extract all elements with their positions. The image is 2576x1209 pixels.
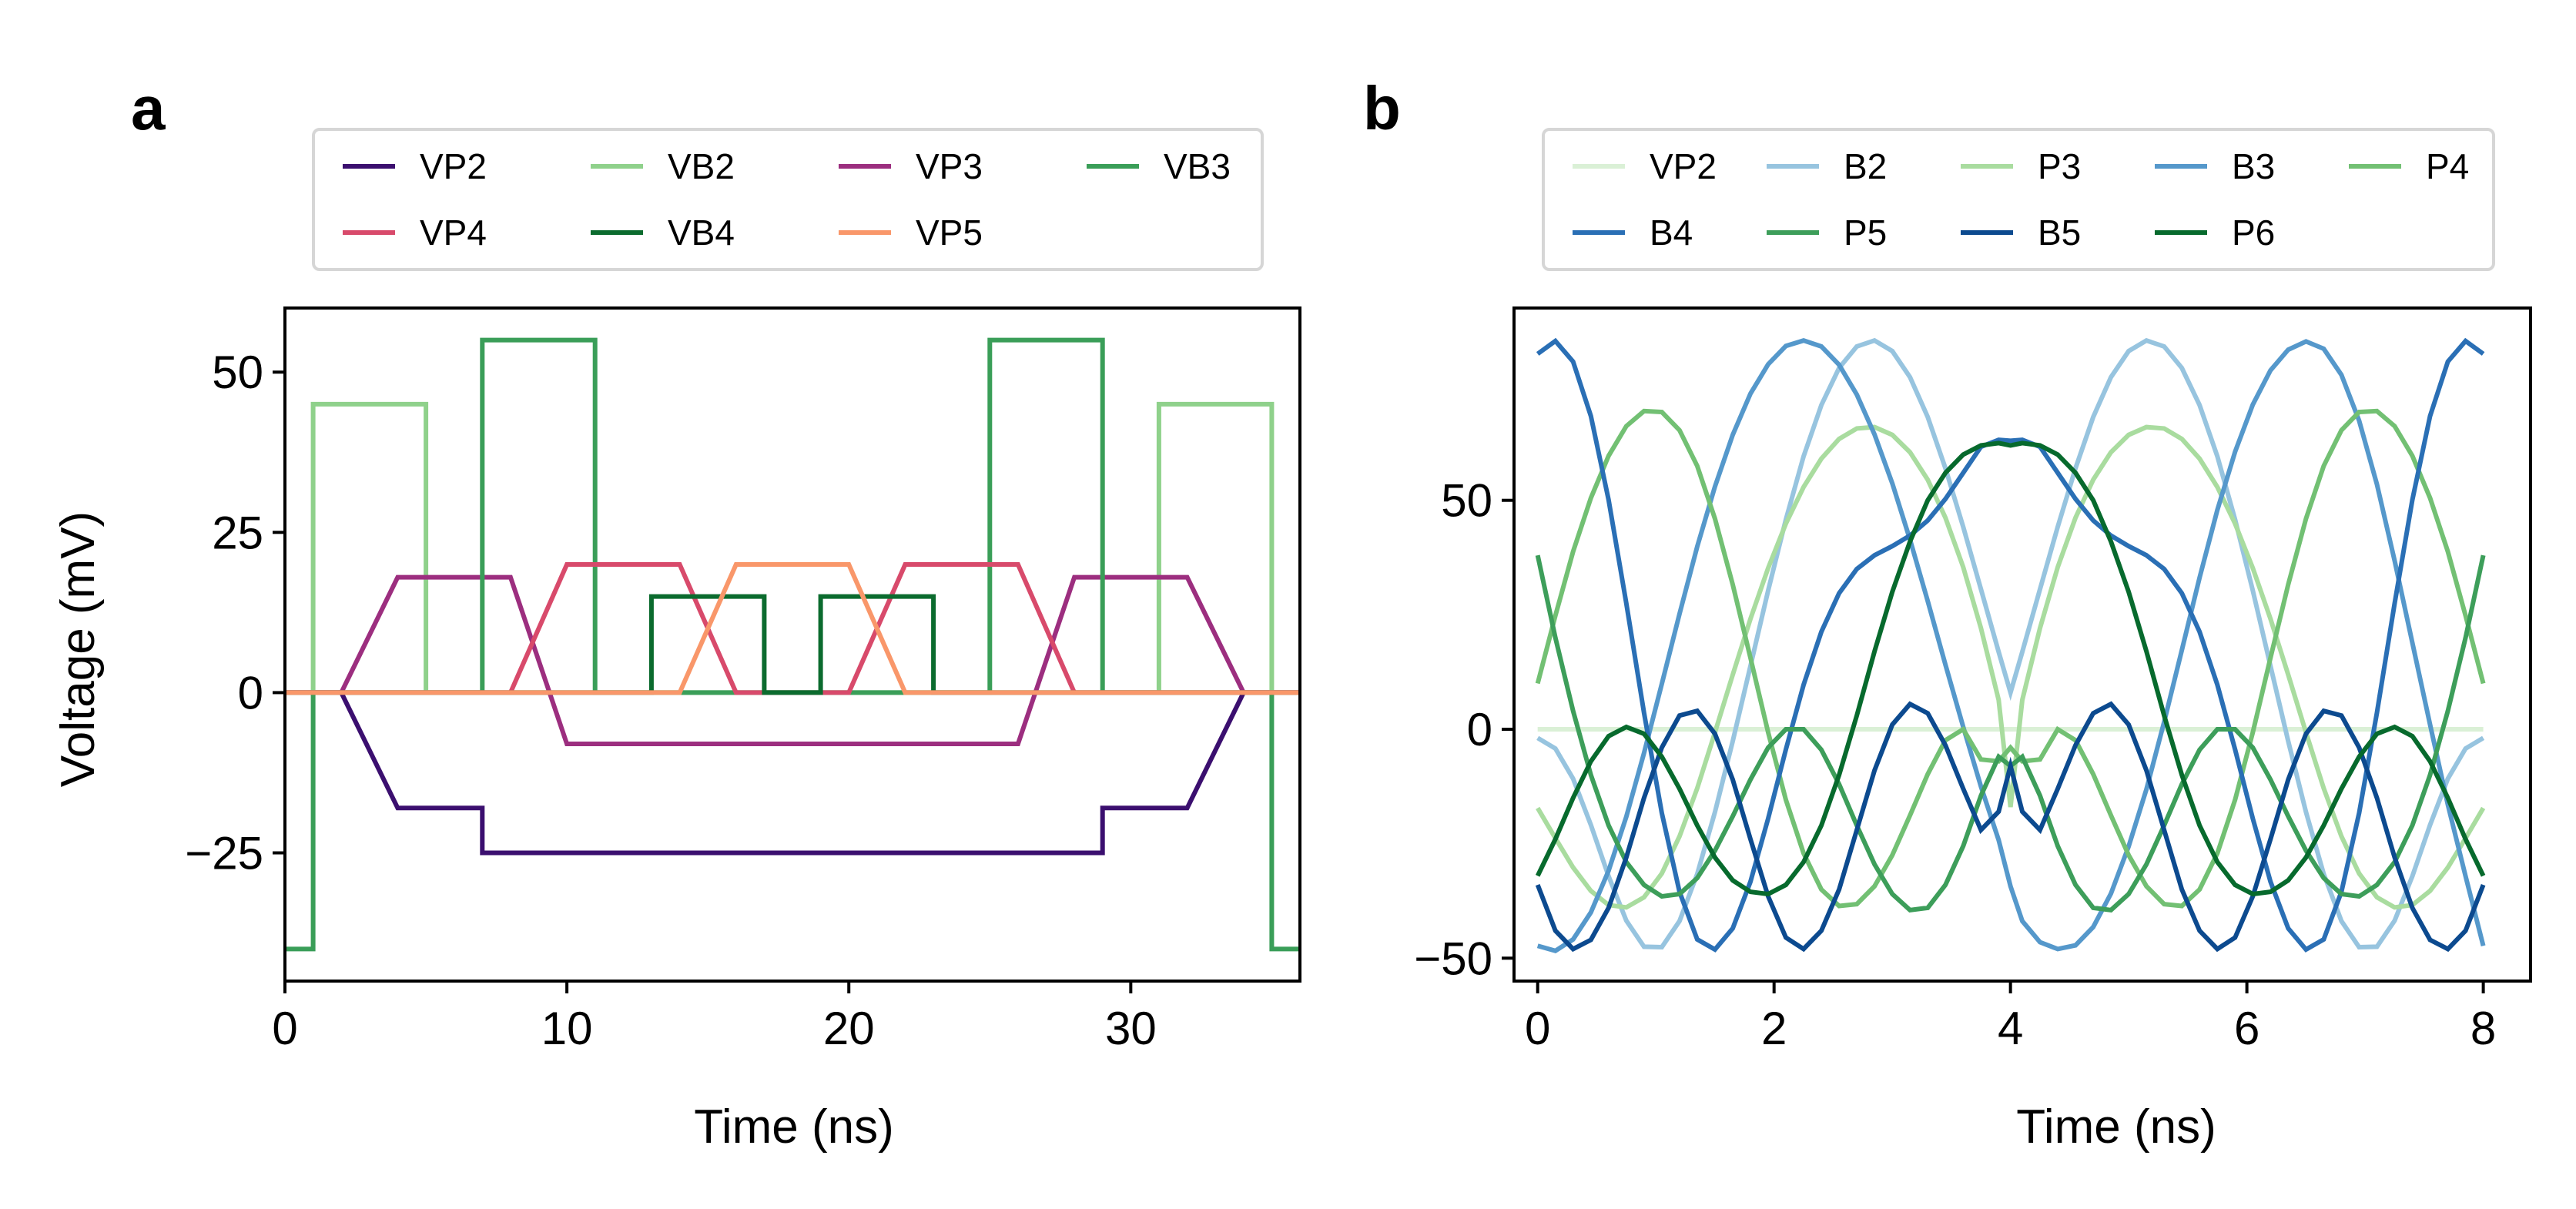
- y-tick-label-a: 50: [212, 347, 263, 398]
- legend-label-p4-b: P4: [2426, 146, 2469, 186]
- legend-b: VP2 B2 P3 B3 P4 B4 P5 B5 P6: [1542, 128, 2495, 271]
- legend-label-vb4-a: VB4: [668, 213, 735, 253]
- legend-label-p5-b: P5: [1844, 213, 1887, 253]
- series-line-vp2-a: [285, 690, 1300, 856]
- x-tick-label-b: 6: [2234, 1003, 2259, 1054]
- series-line-vb4-a: [285, 594, 1300, 695]
- series-line-p3-b: [1536, 424, 2486, 910]
- y-tick-label-a: 0: [238, 667, 263, 718]
- legend-label-p6-b: P6: [2232, 213, 2275, 253]
- legend-label-vb3-a: VB3: [1164, 146, 1231, 186]
- x-tick-label-b: 0: [1525, 1003, 1550, 1054]
- x-tick-label-b: 8: [2470, 1003, 2496, 1054]
- legend-label-vp3-a: VP3: [916, 146, 983, 186]
- series-group-b: [1535, 337, 2486, 954]
- legend-label-b3-b: B3: [2232, 146, 2275, 186]
- y-tick-label-b: 0: [1467, 704, 1492, 755]
- plot-b: 0 2 4 6 8 −50 0 50: [1414, 306, 2532, 1054]
- legend-label-vp4-a: VP4: [420, 213, 487, 253]
- y-tick-label-b: −50: [1414, 933, 1492, 984]
- plot-a: 0 10 20 30 −25 0 25 50: [185, 306, 1301, 1054]
- series-line-b5-b: [1535, 701, 2486, 953]
- series-line-b4-b: [1536, 337, 2485, 953]
- series-line-p6-b: [1535, 440, 2486, 897]
- series-line-vp4-a: [285, 562, 1300, 695]
- series-group-a: [285, 337, 1300, 952]
- x-axis-label-a: Time (ns): [694, 1100, 893, 1154]
- legend-label-vp2-b: VP2: [1650, 146, 1717, 186]
- legend-label-b5-b: B5: [2038, 213, 2081, 253]
- x-axis-label-b: Time (ns): [2016, 1100, 2216, 1154]
- x-tick-label-a: 30: [1105, 1003, 1157, 1054]
- legend-label-b4-b: B4: [1650, 213, 1693, 253]
- series-line-vp5-a: [285, 562, 1300, 695]
- y-tick-label-a: 25: [212, 507, 263, 558]
- x-tick-label-b: 4: [1998, 1003, 2023, 1054]
- axes-frame-a: [283, 306, 1301, 983]
- x-tick-label-a: 20: [823, 1003, 875, 1054]
- x-tick-label-a: 0: [272, 1003, 297, 1054]
- series-line-b3-b: [1536, 338, 2486, 954]
- legend-frame-a: [312, 128, 1264, 271]
- legend-label-vb2-a: VB2: [668, 146, 735, 186]
- panel-label-b: b: [1363, 74, 1401, 142]
- series-line-p4-b: [1535, 408, 2486, 909]
- series-line-vb2-a: [285, 401, 1300, 695]
- legend-label-p3-b: P3: [2038, 146, 2081, 186]
- panel-label-a: a: [131, 74, 166, 142]
- legend-label-b2-b: B2: [1844, 146, 1887, 186]
- x-tick-label-a: 10: [541, 1003, 593, 1054]
- legend-a: VP2 VB2 VP3 VB3 VP4 VB4 VP5: [312, 128, 1264, 271]
- y-tick-label-b: 50: [1441, 475, 1492, 527]
- y-axis-label-a: Voltage (mV): [52, 511, 105, 787]
- legend-label-vp5-a: VP5: [916, 213, 983, 253]
- series-line-vb3-a: [285, 337, 1300, 952]
- panel-b: b VP2 B2 P3 B3 P4 B4 P5 B5 P6 0 2 4 6 8 −50 0 50 Time (…: [1363, 74, 2532, 1154]
- axes-frame-b: [1512, 306, 2532, 983]
- legend-label-vp2-a: VP2: [420, 146, 487, 186]
- series-line-vp3-a: [285, 574, 1300, 746]
- y-tick-label-a: −25: [185, 828, 263, 879]
- x-tick-label-b: 2: [1761, 1003, 1787, 1054]
